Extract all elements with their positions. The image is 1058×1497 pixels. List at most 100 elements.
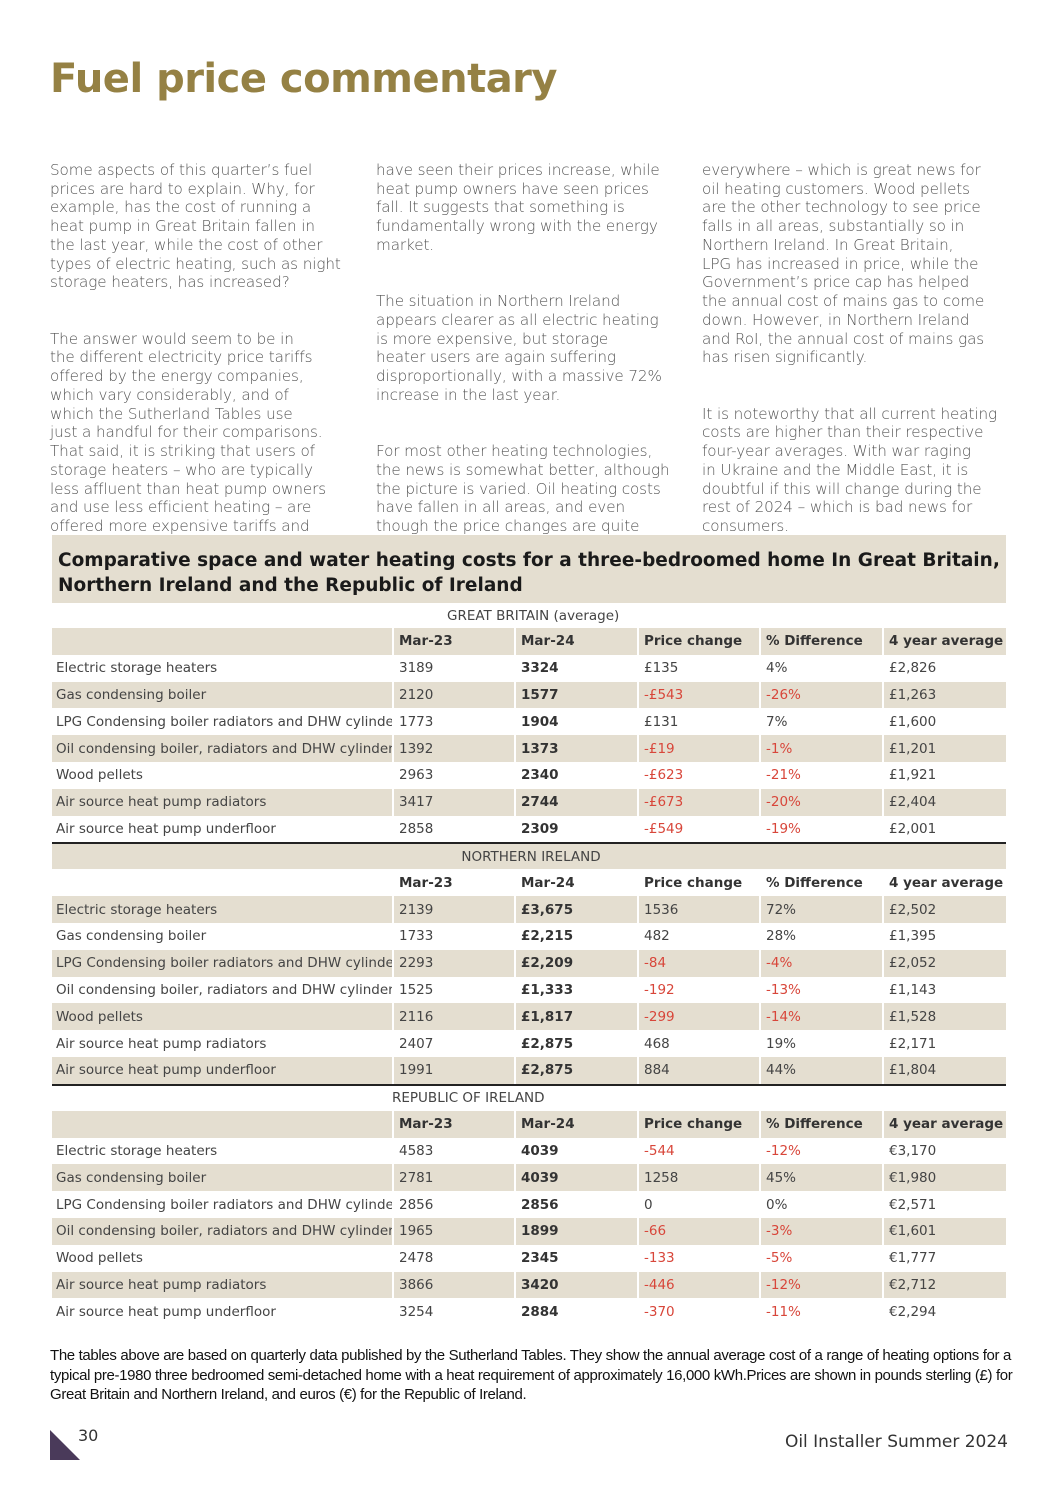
price-change-cell: 0 [637, 1191, 760, 1218]
table-row: Air source heat pump radiators 2407 £2,875… [52, 1030, 1007, 1057]
price-change-cell: -370 [637, 1298, 760, 1326]
mar-23-cell: 3254 [392, 1298, 515, 1326]
column-header: Mar-24 [514, 1110, 638, 1138]
mar-24-cell: 1899 [514, 1217, 638, 1245]
price-change-cell: -£623 [637, 761, 760, 789]
header-row: Mar-23 Mar-24 Price change% Difference 4 ye… [52, 628, 1007, 655]
mar-23-cell: 2120 [392, 681, 515, 709]
percent-difference-cell: 28% [759, 922, 883, 950]
percent-difference-cell: -20% [759, 788, 883, 816]
fuel-type: Electric storage heaters [52, 896, 393, 923]
table-row: Electric storage heaters 4583 4039 -544 -12%… [52, 1137, 1006, 1165]
percent-difference-cell: -26% [759, 681, 883, 709]
fuel-type: Wood pellets [52, 1003, 393, 1031]
table-row: Air source heat pump underfloor 2858 2309-… [52, 815, 1007, 845]
price-change-cell: -84 [637, 949, 760, 977]
percent-difference-cell: 0% [759, 1191, 883, 1218]
text-column-1: Some aspects of this quarter’s fuel pric… [50, 142, 370, 573]
mar-24-cell: 1373 [514, 735, 638, 762]
column-header: Price change [637, 869, 760, 897]
table-row: Air source heat pump radiators 3417 2744 -£… [52, 788, 1007, 816]
mar-23-cell: 2478 [392, 1244, 515, 1272]
table-heading: Comparative space and water heating cost… [58, 550, 1000, 596]
column-header: % Difference [759, 628, 883, 655]
mar-23-cell: 2781 [392, 1164, 515, 1192]
price-change-cell: -£673 [637, 788, 760, 816]
mar-24-cell: 2856 [514, 1191, 638, 1218]
mar-24-cell: 4039 [514, 1137, 638, 1165]
paragraph: everywhere – which is great news for oil… [702, 160, 985, 367]
mar-23-cell: 1733 [392, 922, 515, 950]
table-republic-of-ireland: REPUBLIC OF IRELAND Mar-23 Mar-24 Price cha… [52, 1086, 1006, 1326]
four-year-average-cell: £2,171 [881, 1030, 1007, 1057]
percent-difference-cell: -12% [759, 1137, 883, 1165]
table-row: Electric storage heaters 3189 3324 £135 4% £2… [52, 654, 1007, 682]
section-title-row: NORTHERN IRELAND [52, 844, 1007, 870]
column-header: % Difference [759, 1110, 883, 1138]
percent-difference-cell: -11% [759, 1298, 883, 1326]
four-year-average-cell: £1,201 [881, 735, 1007, 762]
table-row: LPG Condensing boiler radiators and DHW … [52, 949, 1007, 977]
header-row: Mar-23 Mar-24 Price change% Difference 4 ye… [52, 1110, 1006, 1138]
percent-difference-cell: 44% [759, 1056, 883, 1086]
table-row: Gas condensing boiler 1733 £2,215 482 28% £1,… [52, 922, 1007, 950]
percent-difference-cell: -12% [759, 1271, 883, 1299]
fuel-type: Electric storage heaters [56, 1142, 218, 1159]
publication-name: Oil Installer Summer 2024 [784, 1432, 1008, 1452]
column-header: 4 year average [881, 869, 1007, 897]
percent-difference-cell: 4% [759, 654, 883, 682]
cost-tables: GREAT BRITAIN (average) Mar-23 Mar-24 Price… [52, 603, 1007, 1326]
four-year-average-cell: £2,052 [881, 949, 1007, 977]
price-change-cell: 482 [637, 922, 760, 950]
price-change-cell: -133 [637, 1244, 760, 1272]
mar-23-cell: 1525 [392, 976, 515, 1004]
mar-24-cell: 2309 [514, 815, 638, 845]
paragraph: The situation in Northern Ireland appear… [376, 292, 662, 404]
fuel-type: Gas condensing boiler [56, 928, 207, 945]
mar-24-cell: 2884 [514, 1298, 638, 1326]
mar-24-cell: 3324 [514, 654, 638, 682]
price-change-cell: 1258 [637, 1164, 760, 1192]
column-header: 4 year average [882, 1110, 1006, 1138]
column-header: 4 year average [881, 628, 1007, 655]
column-header: % Difference [759, 869, 883, 897]
fuel-type: Gas condensing boiler [52, 681, 393, 709]
mar-23-cell: 1773 [392, 708, 515, 736]
fuel-type: Oil condensing boiler, radiators and DHW… [52, 1217, 393, 1245]
price-change-cell: 884 [637, 1056, 760, 1086]
price-change-cell: -£549 [637, 815, 760, 845]
mar-23-cell: 3189 [392, 654, 515, 682]
mar-23-cell: 2856 [392, 1191, 515, 1218]
percent-difference-cell: -13% [759, 976, 883, 1004]
table-row: Oil condensing boiler, radiators and DHW… [52, 1217, 1006, 1245]
fuel-type: LPG Condensing boiler radiators and DHW … [52, 949, 393, 977]
fuel-type: Air source heat pump underfloor [52, 815, 393, 845]
paragraph: The answer would seem to be in the diffe… [50, 329, 327, 536]
table-row: Wood pellets 2478 2345 -133 -5% €1,777 [52, 1244, 1006, 1272]
page-number: 30 [78, 1426, 99, 1445]
fuel-type: Wood pellets [56, 767, 143, 784]
fuel-type: Air source heat pump underfloor [52, 1056, 393, 1086]
percent-difference-cell: 19% [759, 1030, 883, 1057]
price-change-cell: -544 [637, 1137, 760, 1165]
four-year-average-cell: €1,980 [882, 1164, 1006, 1192]
four-year-average-cell: £1,395 [881, 922, 1007, 950]
text-column-3: everywhere – which is great news for oil… [702, 142, 1022, 573]
table-row: Air source heat pump underfloor 1991 £2,87… [52, 1056, 1007, 1086]
column-header: Mar-23 [392, 869, 515, 897]
mar-23-cell: 1991 [392, 1056, 515, 1086]
fuel-type: LPG Condensing boiler radiators and DHW … [56, 1196, 393, 1213]
price-change-cell: 468 [637, 1030, 760, 1057]
percent-difference-cell: -1% [759, 735, 883, 762]
fuel-type: Gas condensing boiler [52, 1164, 393, 1192]
paragraph: It is noteworthy that all current heatin… [702, 404, 998, 536]
price-change-cell: -66 [637, 1217, 760, 1245]
fuel-type: Air source heat pump underfloor [56, 1303, 276, 1320]
table-row: LPG Condensing boiler radiators and DHW … [52, 708, 1007, 736]
column-header: Price change [637, 1110, 760, 1138]
section-title-row: GREAT BRITAIN (average) [52, 603, 1006, 628]
section-title: REPUBLIC OF IRELAND [392, 1090, 545, 1107]
mar-23-cell: 2116 [392, 1003, 515, 1031]
mar-23-cell: 2407 [392, 1030, 515, 1057]
percent-difference-cell: -14% [759, 1003, 883, 1031]
